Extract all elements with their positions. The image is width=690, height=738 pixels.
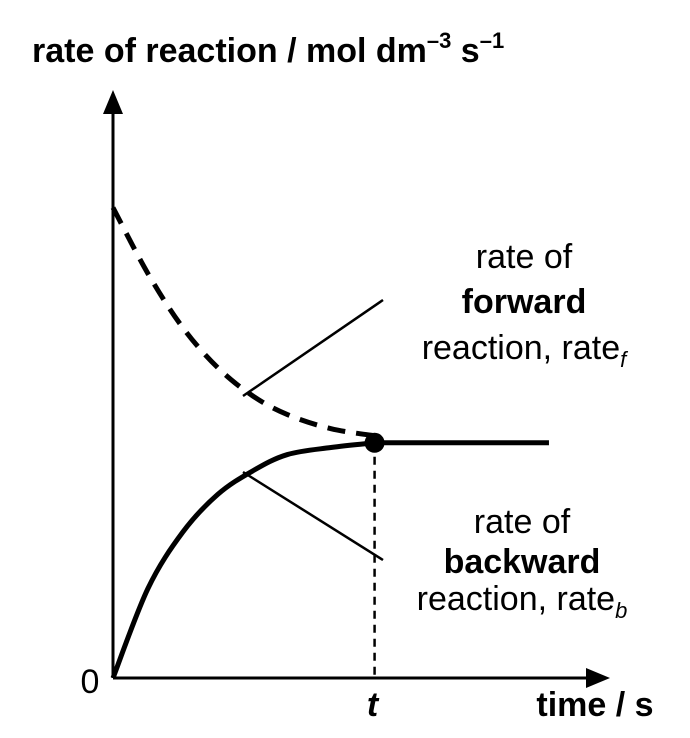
forward-label-line3: reaction, ratef (422, 329, 629, 372)
x-axis-title: time / s (536, 686, 653, 724)
backward-label-line2: backward (444, 543, 601, 581)
forward-label: rate of forward reaction, ratef (422, 238, 629, 372)
forward-label-line1: rate of (476, 238, 573, 276)
backward-leader-line (242, 470, 384, 562)
x-axis-arrow (586, 668, 610, 688)
forward-leader-line (242, 298, 384, 398)
forward-rate-curve (110, 206, 375, 439)
backward-label-line3: reaction, rateb (417, 580, 628, 623)
backward-label-line1: rate of (474, 503, 571, 541)
equilibrium-point (364, 432, 385, 453)
y-axis-title: rate of reaction / mol dm–3 s–1 (32, 28, 504, 70)
forward-label-line2: forward (462, 283, 587, 321)
backward-label: rate of backward reaction, rateb (417, 503, 628, 623)
origin-label: 0 (81, 663, 100, 701)
y-axis-arrow (103, 90, 123, 114)
backward-rate-curve (110, 440, 375, 679)
t-tick-label: t (367, 686, 380, 724)
